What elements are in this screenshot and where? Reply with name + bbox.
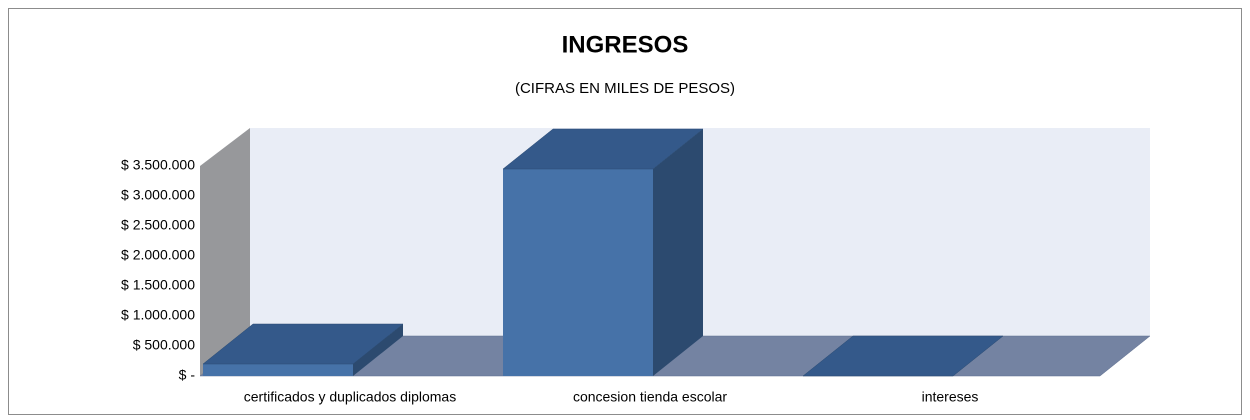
y-tick-label: $ 2.000.000 [121, 247, 195, 263]
y-tick-label: $ 1.000.000 [121, 307, 195, 323]
chart-title: INGRESOS [562, 31, 689, 58]
side-wall [200, 128, 250, 376]
y-tick-label: $ 3.000.000 [121, 187, 195, 203]
y-tick-label: $ 2.500.000 [121, 217, 195, 233]
x-tick-label: concesion tienda escolar [573, 389, 727, 405]
y-tick-label: $ 3.500.000 [121, 157, 195, 173]
bar [203, 364, 353, 376]
bar-top [502, 128, 704, 170]
chart-subtitle: (CIFRAS EN MILES DE PESOS) [515, 80, 735, 97]
bar [503, 169, 653, 376]
x-tick-label: certificados y duplicados diplomas [244, 389, 456, 405]
y-tick-label: $ 1.500.000 [121, 277, 195, 293]
bar-top [202, 323, 404, 365]
bar-top [802, 335, 1004, 377]
y-tick-label: $ 500.000 [133, 337, 195, 353]
bar-side [653, 129, 703, 376]
x-tick-label: intereses [922, 389, 979, 405]
y-tick-label: $ - [179, 367, 196, 383]
bar-side [353, 324, 403, 376]
